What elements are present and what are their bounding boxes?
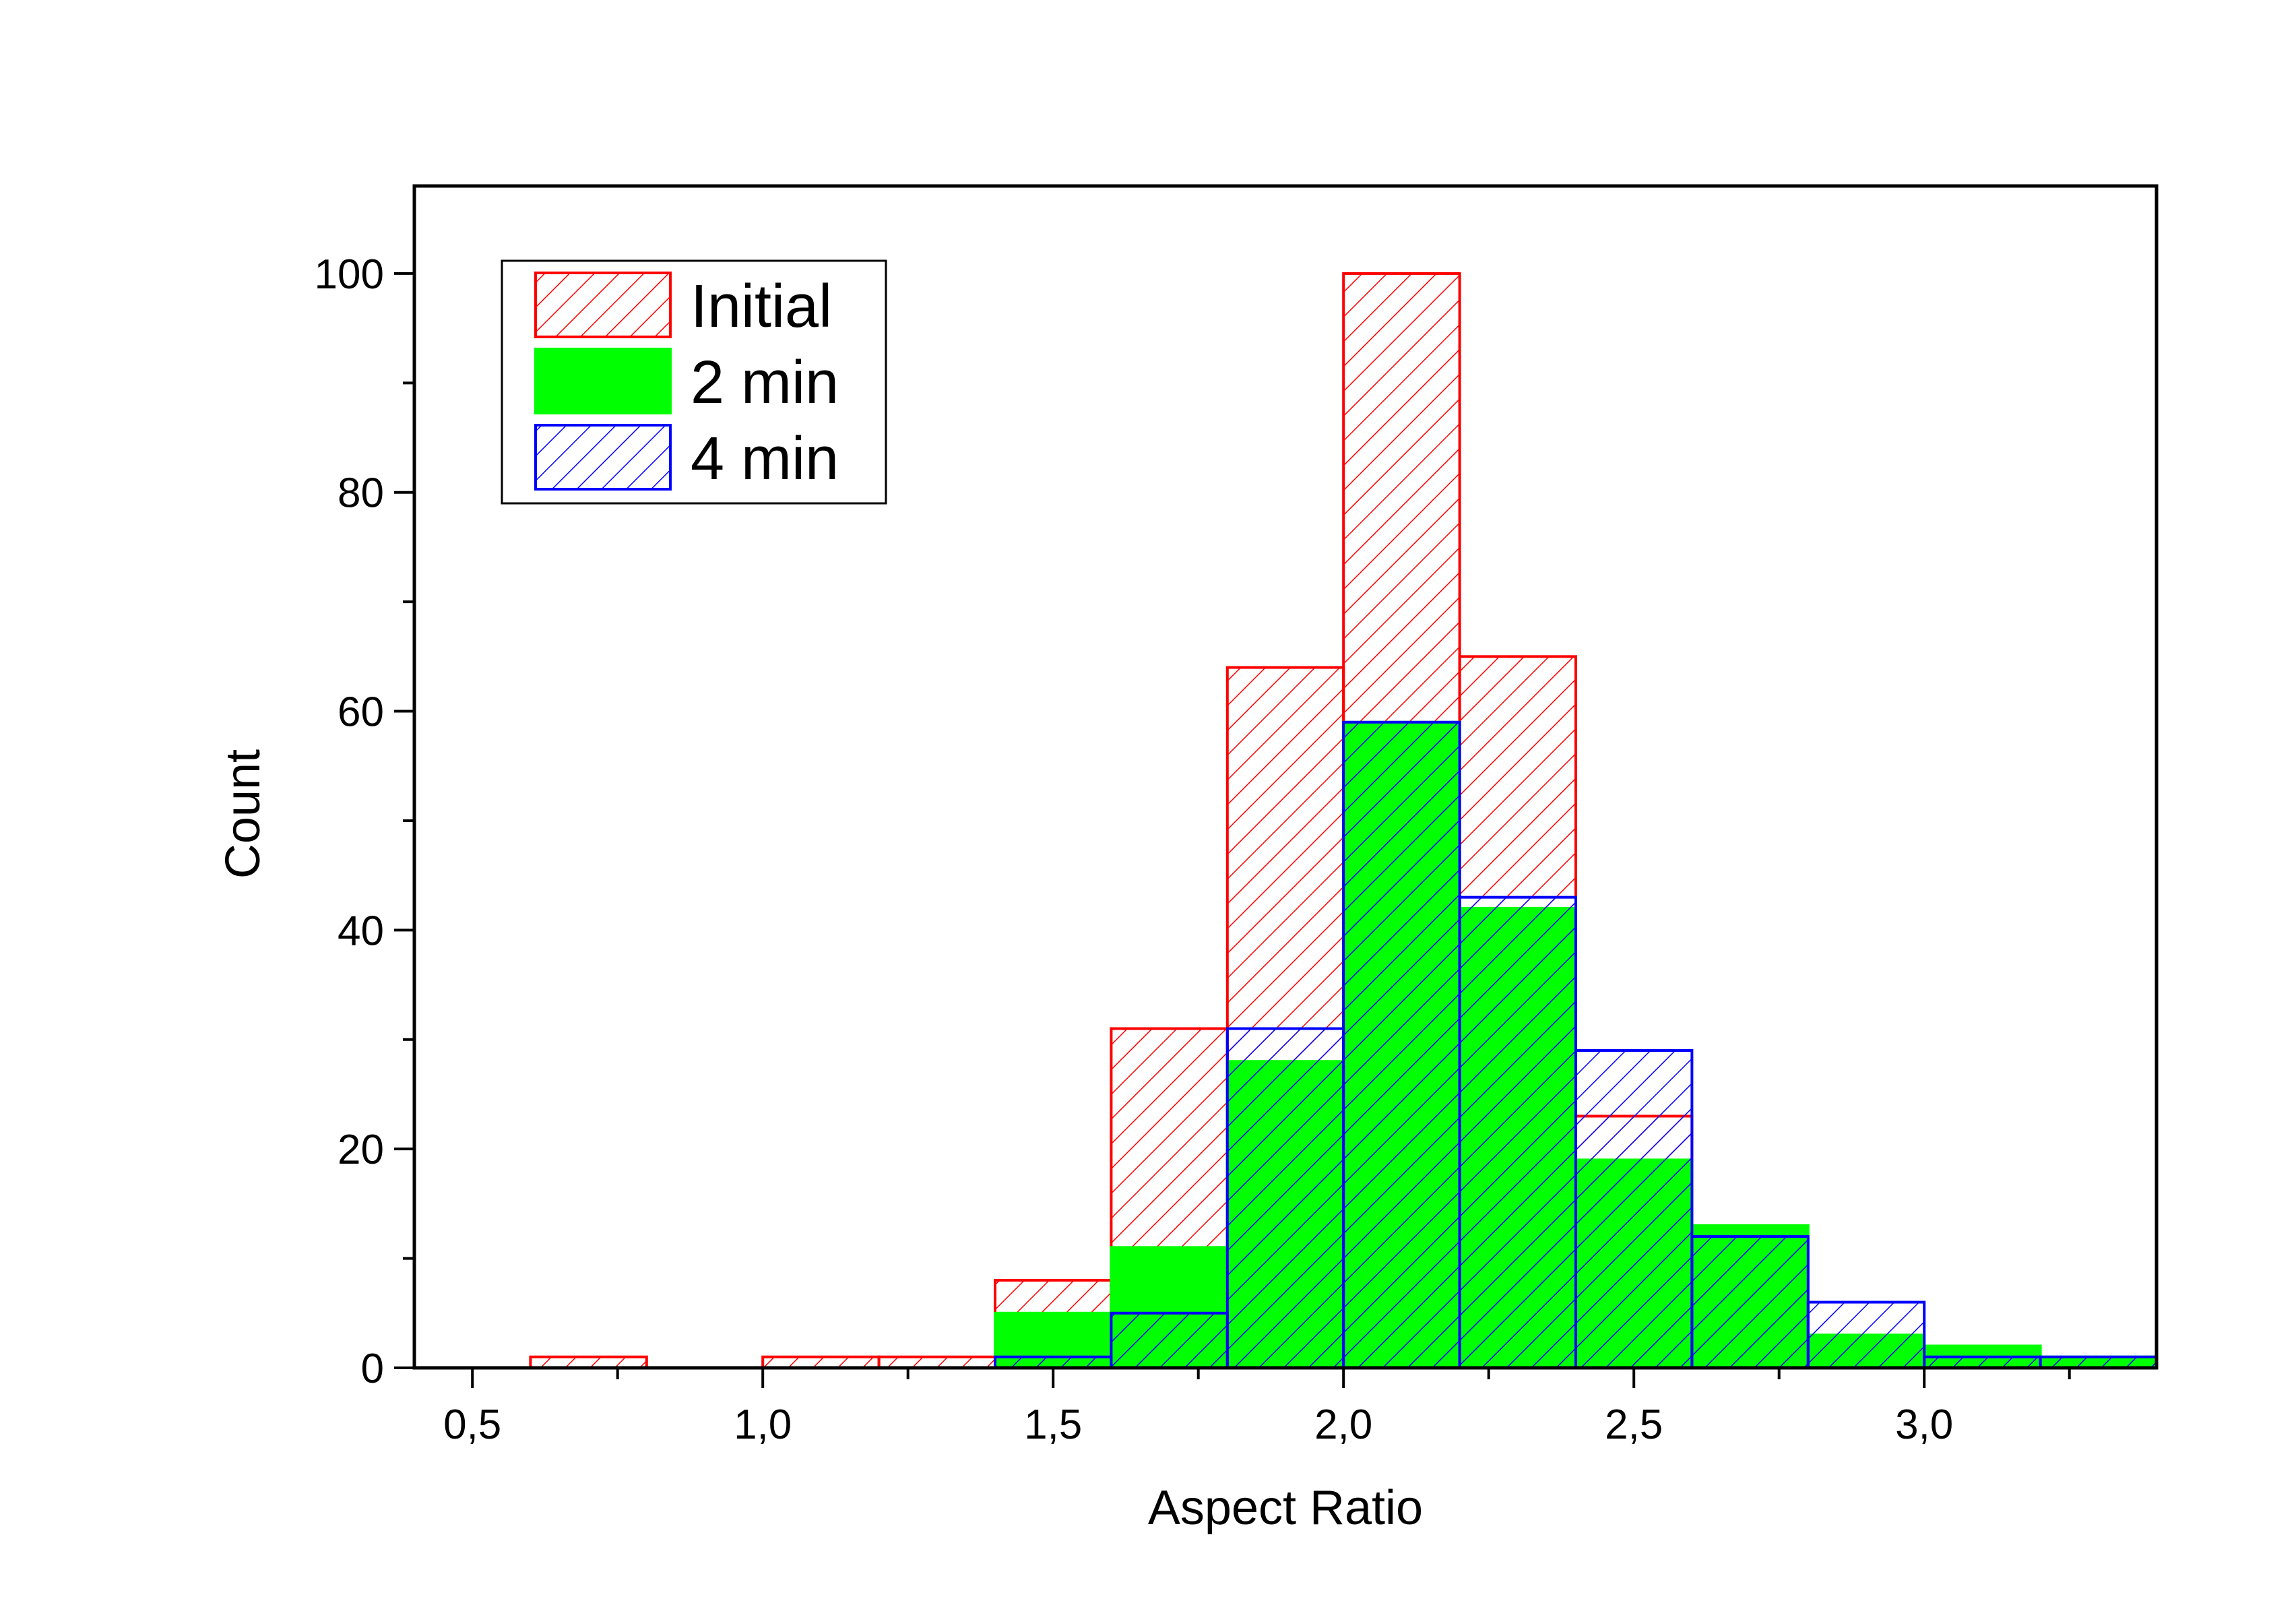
legend-swatch-2min bbox=[534, 348, 672, 414]
legend: Initial 2 min 4 min bbox=[501, 259, 887, 505]
y-axis-title: Count bbox=[216, 749, 270, 879]
bars-layer bbox=[529, 272, 2159, 1370]
bar-4min-5 bbox=[1110, 1311, 1229, 1369]
x-axis-title: Aspect Ratio bbox=[1148, 1481, 1423, 1535]
axis-ticks: 0,5 1,0 1,5 2,0 2,5 3,0 0 20 40 60 80 100 bbox=[315, 251, 2071, 1448]
legend-item-4min: 4 min bbox=[534, 424, 839, 493]
x-tick-label: 0,5 bbox=[443, 1402, 501, 1448]
bar-4min-7 bbox=[1342, 720, 1461, 1369]
x-tick-label: 1,5 bbox=[1024, 1402, 1082, 1448]
legend-label-initial: Initial bbox=[691, 273, 832, 340]
y-tick-label: 0 bbox=[361, 1346, 384, 1392]
bar-4min-10 bbox=[1690, 1235, 1810, 1369]
x-tick-label: 2,0 bbox=[1314, 1402, 1372, 1448]
y-tick-label: 60 bbox=[338, 689, 384, 736]
plot-frame bbox=[412, 184, 2159, 1370]
y-tick-label: 40 bbox=[338, 908, 384, 954]
legend-swatch-initial bbox=[534, 272, 672, 338]
bar-4min-9 bbox=[1574, 1049, 1694, 1370]
legend-label-4min: 4 min bbox=[691, 425, 839, 493]
x-tick-label: 1,0 bbox=[734, 1402, 792, 1448]
legend-item-initial: Initial bbox=[534, 272, 832, 340]
bar-4min-6 bbox=[1225, 1027, 1345, 1369]
y-tick-label: 20 bbox=[338, 1127, 384, 1173]
legend-swatch-4min bbox=[534, 424, 672, 491]
x-tick-label: 3,0 bbox=[1895, 1402, 1953, 1448]
y-tick-label: 80 bbox=[338, 470, 384, 517]
legend-item-2min: 2 min bbox=[534, 348, 839, 416]
y-tick-label: 100 bbox=[315, 251, 384, 298]
bar-4min-8 bbox=[1458, 895, 1578, 1370]
bar-4min-11 bbox=[1806, 1300, 1926, 1369]
x-tick-label: 2,5 bbox=[1605, 1402, 1663, 1448]
legend-label-2min: 2 min bbox=[691, 349, 839, 416]
